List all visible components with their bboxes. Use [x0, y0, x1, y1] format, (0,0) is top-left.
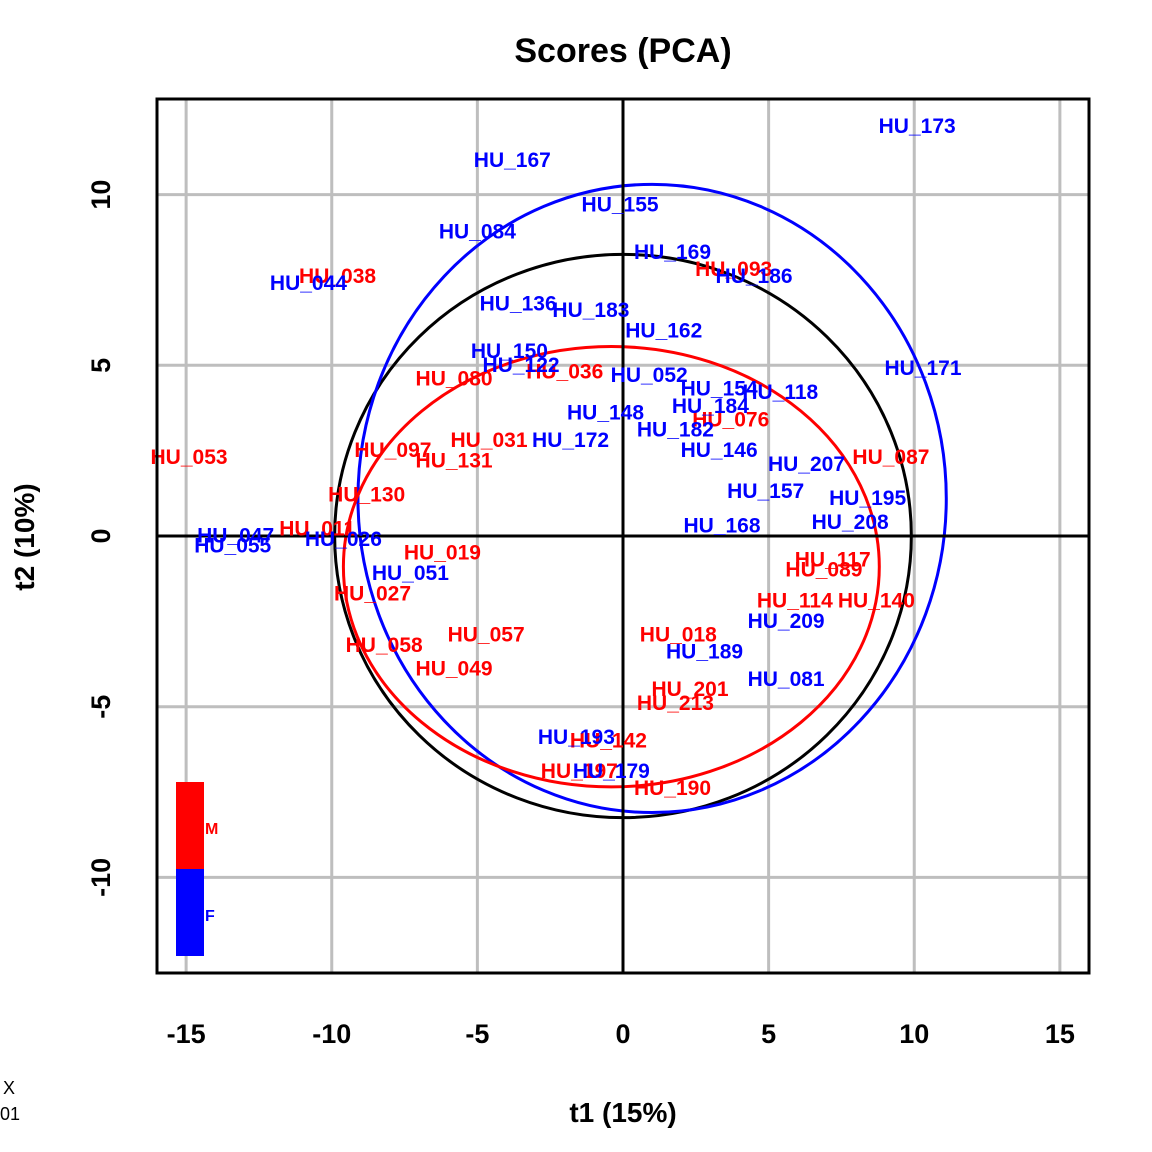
x-tick-label: -5 [465, 1019, 489, 1049]
score-point-label: HU_186 [716, 265, 793, 288]
score-point-label: HU_155 [582, 193, 659, 216]
score-point-label: HU_055 [194, 535, 271, 558]
legend-label-M: M [205, 821, 218, 838]
legend-swatch-M [176, 782, 204, 869]
score-point-label: HU_114 [757, 589, 833, 612]
legend-swatch-F [176, 869, 204, 956]
x-tick-label: 15 [1045, 1019, 1075, 1049]
score-point-label: HU_213 [637, 692, 714, 715]
score-point-label: HU_179 [573, 760, 650, 783]
score-point-label: HU_150 [471, 340, 548, 363]
y-tick-label: -10 [86, 858, 116, 897]
score-point-label: HU_131 [416, 449, 493, 472]
score-point-label: HU_081 [748, 668, 825, 691]
score-point-label: HU_122 [483, 354, 560, 377]
score-point-label: HU_018 [640, 624, 717, 647]
score-point-label: HU_051 [372, 562, 449, 585]
legend: MF [176, 782, 218, 956]
score-point-label: HU_146 [681, 439, 758, 462]
x-tick-label: -10 [312, 1019, 351, 1049]
score-point-label: HU_171 [884, 357, 961, 380]
x-tick-labels: -15 -10 -5 0 5 10 15 [167, 1019, 1075, 1049]
y-tick-label: 0 [86, 528, 116, 543]
score-point-label: HU_130 [328, 484, 405, 507]
score-point-label: HU_080 [416, 367, 493, 390]
score-point-label: HU_019 [404, 542, 481, 565]
x-tick-label: 5 [761, 1019, 776, 1049]
y-tick-label: -5 [86, 695, 116, 719]
plot-frame [155, 97, 1091, 975]
score-point-label: HU_038 [299, 265, 376, 288]
zero-axes [157, 99, 1089, 973]
score-point-label: HU_154 [681, 378, 758, 401]
x-tick-label: 10 [899, 1019, 929, 1049]
score-point-label: HU_097 [354, 439, 431, 462]
corner-text-01: 01 [0, 1104, 21, 1124]
score-point-label: HU_162 [625, 320, 702, 343]
score-point-label: HU_087 [852, 446, 929, 469]
score-point-label: HU_195 [829, 487, 906, 510]
score-point-label: HU_047 [197, 525, 274, 548]
score-point-label: HU_168 [683, 514, 760, 537]
score-point-label: HU_117 [795, 548, 871, 571]
score-point-label: HU_209 [748, 610, 825, 633]
score-point-label: HU_193 [538, 726, 615, 749]
y-tick-label: 10 [86, 180, 116, 210]
score-point-label: HU_027 [334, 583, 411, 606]
chart-title: Scores (PCA) [514, 32, 731, 70]
score-point-label: HU_089 [785, 559, 862, 582]
corner-text-x: X [3, 1078, 16, 1098]
score-point-label: HU_084 [439, 221, 516, 244]
score-point-label: HU_044 [270, 272, 347, 295]
score-point-label: HU_058 [346, 634, 423, 657]
score-point-label: HU_053 [151, 446, 228, 469]
score-point-label: HU_036 [526, 361, 603, 384]
score-point-label: HU_093 [695, 258, 772, 281]
score-point-label: HU_026 [305, 528, 382, 551]
score-point-label: HU_208 [812, 511, 889, 534]
x-tick-label: 0 [615, 1019, 630, 1049]
y-tick-labels: -10 -5 0 5 10 [86, 180, 116, 897]
score-point-label: HU_136 [480, 292, 557, 315]
score-point-label: HU_167 [474, 149, 551, 172]
score-point-label: HU_057 [448, 624, 525, 647]
score-point-label: HU_169 [634, 241, 711, 264]
x-axis-label: t1 (15%) [569, 1097, 676, 1128]
score-point-label: HU_189 [666, 641, 743, 664]
score-point-label: HU_031 [450, 429, 527, 452]
score-point-label: HU_197 [541, 760, 618, 783]
score-point-label: HU_207 [768, 453, 845, 476]
score-point-label: HU_157 [727, 480, 804, 503]
score-point-label: HU_201 [651, 678, 728, 701]
score-point-label: HU_140 [838, 589, 915, 612]
score-point-label: HU_184 [672, 395, 749, 418]
score-point-label: HU_118 [742, 381, 818, 404]
legend-label-F: F [205, 908, 215, 925]
score-point-label: HU_076 [692, 408, 769, 431]
score-point-label: HU_049 [416, 658, 493, 681]
score-point-label: HU_172 [532, 429, 609, 452]
score-point-label: HU_190 [634, 777, 711, 800]
score-labels: HU_038HU_053HU_093HU_036HU_080HU_076HU_0… [151, 115, 962, 800]
score-point-label: HU_011 [279, 518, 355, 541]
score-point-label: HU_148 [567, 402, 644, 425]
score-point-label: HU_052 [611, 364, 688, 387]
score-point-label: HU_142 [570, 729, 647, 752]
x-tick-label: -15 [167, 1019, 206, 1049]
y-axis-label: t2 (10%) [9, 483, 40, 590]
ellipse-M [341, 345, 881, 789]
score-point-label: HU_173 [879, 115, 956, 138]
y-tick-label: 5 [86, 358, 116, 373]
score-point-label: HU_182 [637, 419, 714, 442]
score-point-label: HU_183 [552, 299, 629, 322]
